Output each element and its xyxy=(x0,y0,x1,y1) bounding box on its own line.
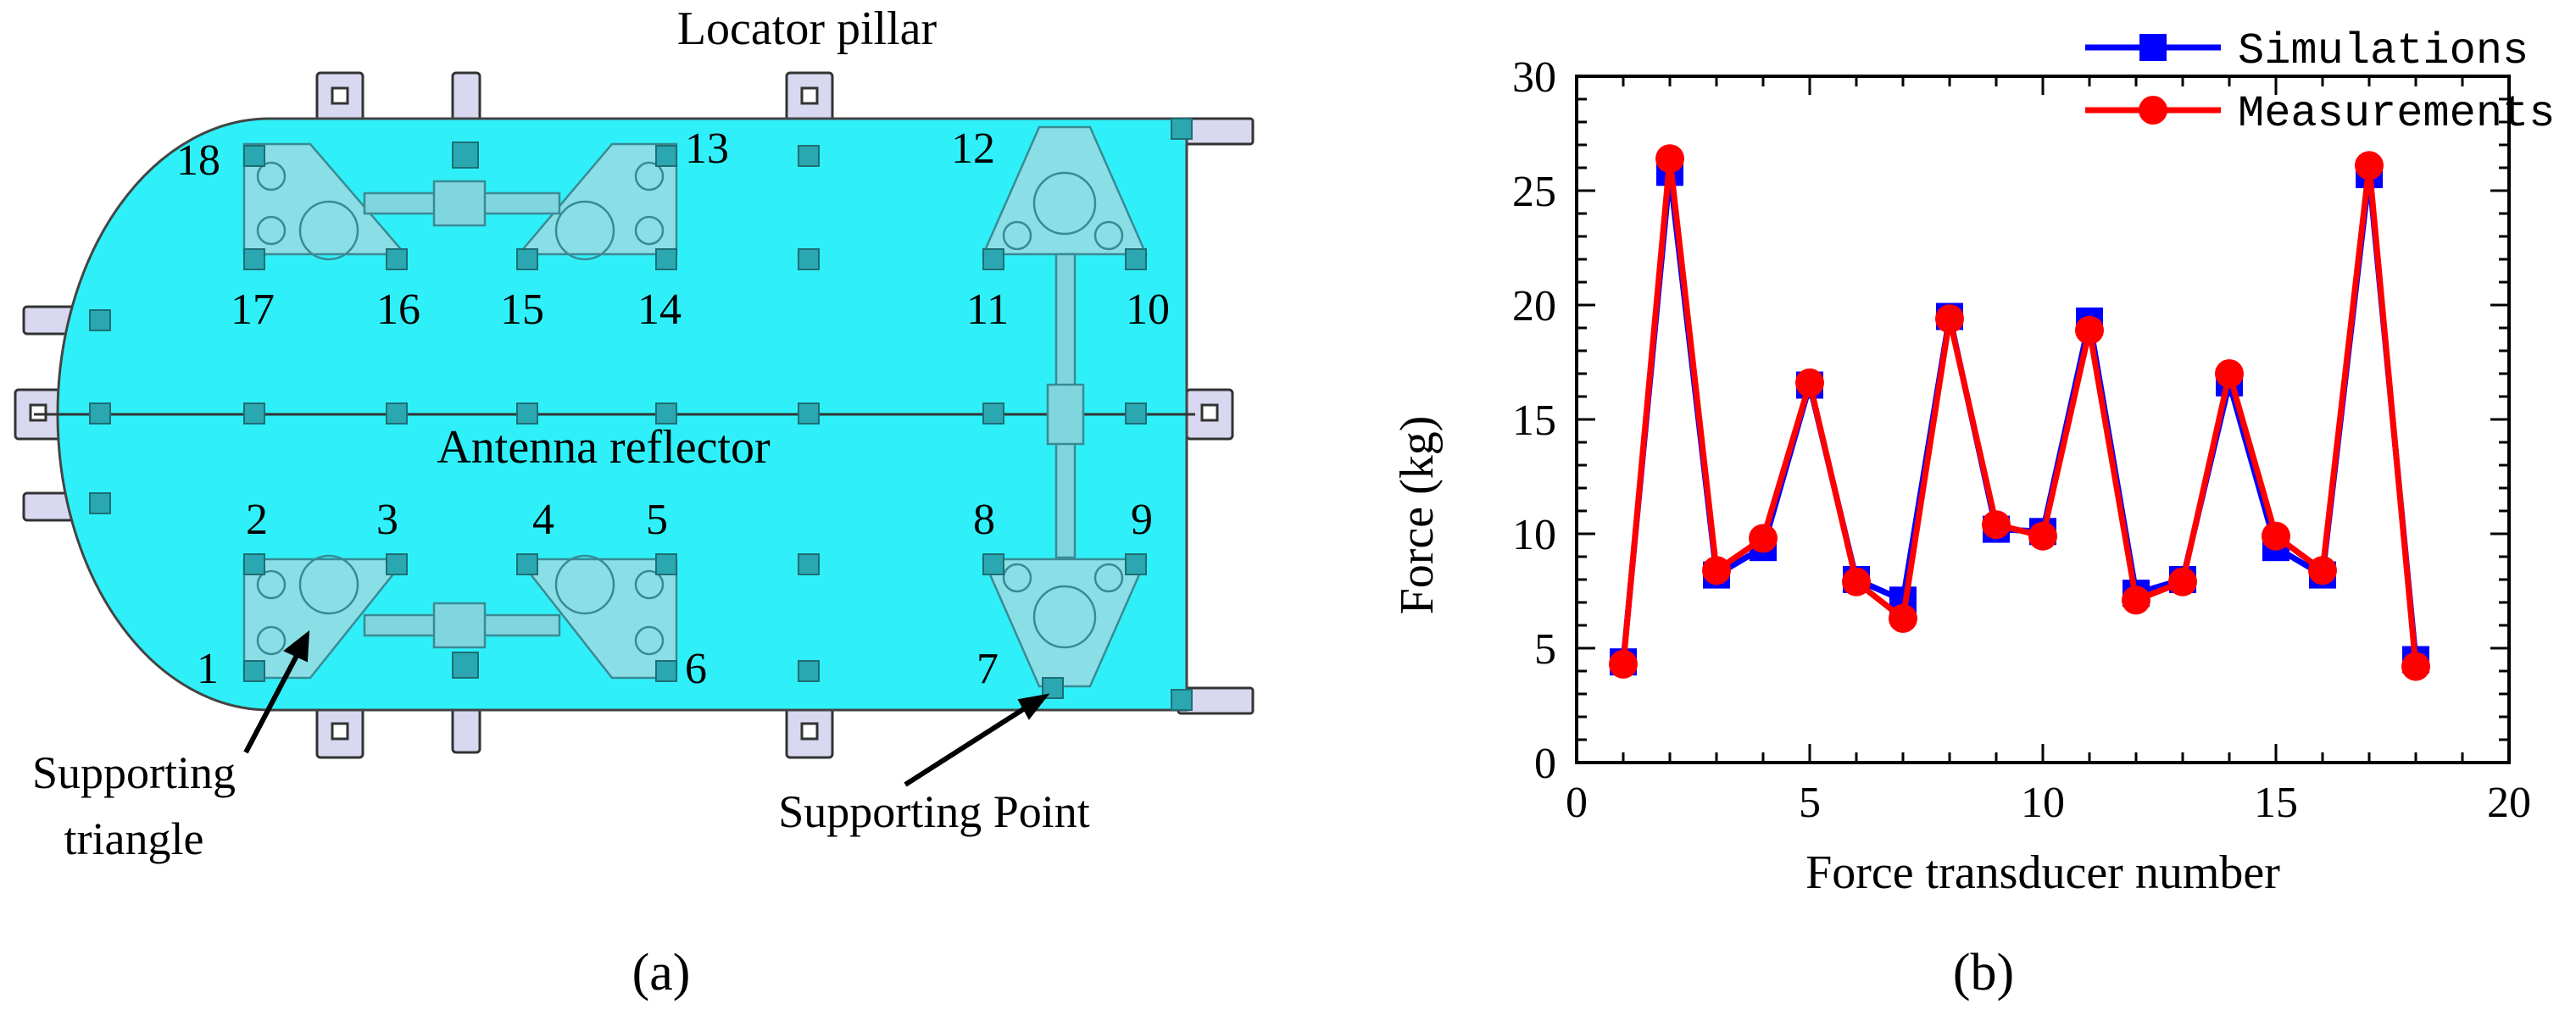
supporting-point-label: Supporting Point xyxy=(778,786,1090,837)
pillar-top-1 xyxy=(451,71,481,125)
y-tick-label: 30 xyxy=(1512,53,1556,102)
annotation-arrows xyxy=(243,630,1050,787)
data-point-measurements xyxy=(1749,524,1778,553)
point-number-15: 15 xyxy=(500,286,544,334)
data-point-measurements xyxy=(2355,151,2384,180)
legend-label: Measurements xyxy=(2238,89,2555,139)
legend-item-simulations: Simulations xyxy=(2085,26,2529,76)
panel-a-caption: (a) xyxy=(632,944,691,1002)
legend: Simulations Measurements xyxy=(2085,26,2555,139)
tick-labels: 0 5 10 15 20 0 5 10 15 20 25 30 xyxy=(1512,53,2531,827)
y-tick-label: 25 xyxy=(1512,168,1556,216)
point-number-4: 4 xyxy=(532,496,554,544)
supporting-points xyxy=(89,118,1193,711)
data-point-measurements xyxy=(2168,567,2197,597)
x-tick-label: 10 xyxy=(2021,779,2065,827)
point-number-16: 16 xyxy=(376,286,420,334)
panel-b-caption: (b) xyxy=(1953,944,2014,1002)
data-point-measurements xyxy=(2122,585,2150,615)
x-tick-label: 20 xyxy=(2487,779,2531,827)
locator-pillars xyxy=(14,71,1255,759)
legend-marker xyxy=(2139,34,2167,61)
x-tick-label: 0 xyxy=(1566,779,1588,827)
data-point-measurements xyxy=(2028,521,2057,551)
panel-a-diagram: Locator pillar Antenna reflector 1 2 3 4… xyxy=(14,3,1255,1002)
data-point-measurements xyxy=(1935,304,1964,334)
point-number-5: 5 xyxy=(646,496,668,544)
y-tick-label: 5 xyxy=(1534,625,1556,674)
locator-pillar-label: Locator pillar xyxy=(677,3,937,55)
point-number-10: 10 xyxy=(1126,286,1170,334)
point-numbers: 1 2 3 4 5 6 7 8 9 10 11 12 13 14 15 16 1… xyxy=(176,125,1170,693)
data-point-measurements xyxy=(2401,652,2430,681)
point-number-1: 1 xyxy=(197,645,219,693)
y-tick-label: 0 xyxy=(1534,740,1556,788)
point-number-14: 14 xyxy=(637,286,682,334)
point-number-12: 12 xyxy=(951,125,995,173)
point-number-3: 3 xyxy=(376,496,398,544)
antenna-reflector-label: Antenna reflector xyxy=(437,421,771,474)
data-point-measurements xyxy=(1609,649,1638,679)
x-axis-label: Force transducer number xyxy=(1805,846,2280,899)
supporting-triangles xyxy=(242,125,1148,688)
legend-item-measurements: Measurements xyxy=(2085,89,2555,139)
x-tick-label: 15 xyxy=(2254,779,2298,827)
data-point-measurements xyxy=(1842,567,1871,597)
x-tick-label: 5 xyxy=(1799,779,1821,827)
data-point-measurements xyxy=(2262,521,2290,551)
point-number-17: 17 xyxy=(231,286,275,334)
point-number-2: 2 xyxy=(246,496,268,544)
y-tick-label: 10 xyxy=(1512,511,1556,559)
data-point-measurements xyxy=(1889,603,1917,633)
data-point-measurements xyxy=(2215,359,2244,388)
data-point-measurements xyxy=(1982,510,2011,540)
data-point-measurements xyxy=(2075,315,2104,345)
data-point-measurements xyxy=(2308,556,2337,585)
axis-ticks xyxy=(1575,75,2511,764)
point-number-7: 7 xyxy=(976,645,999,693)
data-point-measurements xyxy=(1795,368,1824,397)
panel-b-chart: 0 5 10 15 20 0 5 10 15 20 25 30 Simulations Measurem… xyxy=(1391,26,2555,1002)
series-line-measurements xyxy=(1620,155,2419,667)
y-tick-label: 20 xyxy=(1512,282,1556,330)
legend-label: Simulations xyxy=(2238,26,2529,76)
series-measurements xyxy=(1609,144,2430,681)
point-number-9: 9 xyxy=(1131,496,1153,544)
series-layer xyxy=(1609,144,2430,681)
legend-marker xyxy=(2139,96,2167,125)
data-point-measurements xyxy=(1655,144,1684,174)
point-number-8: 8 xyxy=(973,496,995,544)
series-simulations xyxy=(1610,158,2429,676)
supporting-triangle-label-line2: triangle xyxy=(64,813,204,864)
y-tick-label: 15 xyxy=(1512,397,1556,445)
series-line-simulations xyxy=(1620,169,2419,663)
point-number-11: 11 xyxy=(966,286,1009,334)
y-axis-label: Force (kg) xyxy=(1391,416,1444,615)
point-number-18: 18 xyxy=(176,136,220,185)
point-number-13: 13 xyxy=(685,125,729,173)
point-number-6: 6 xyxy=(685,645,707,693)
supporting-triangle-label-line1: Supporting xyxy=(32,747,236,798)
data-point-measurements xyxy=(1702,556,1731,585)
